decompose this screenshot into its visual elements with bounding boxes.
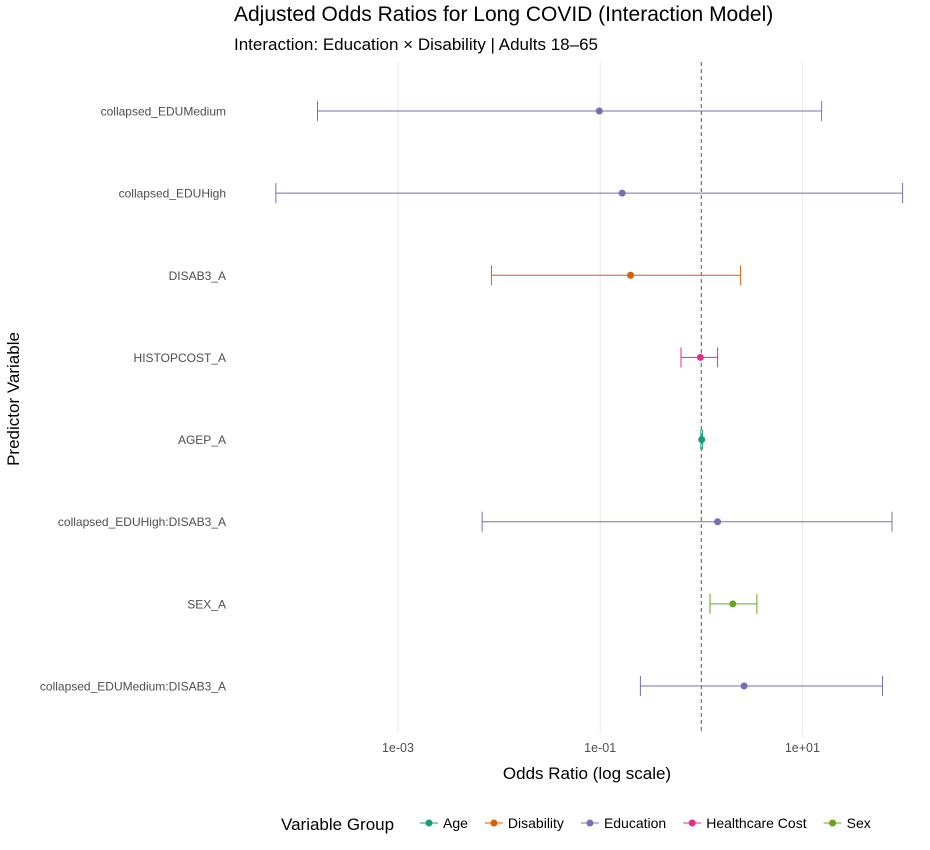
- y-tick-label: collapsed_EDUMedium: [101, 105, 226, 119]
- legend-item: Healthcare Cost: [683, 815, 807, 831]
- legend-key-point: [586, 819, 594, 827]
- y-tick-label: collapsed_EDUHigh: [119, 187, 226, 201]
- legend-key-point: [490, 819, 498, 827]
- point-estimate: [729, 600, 737, 608]
- point-estimate: [698, 436, 706, 444]
- y-tick-labels: collapsed_EDUMedium collapsed_EDUHigh DISA…: [40, 105, 226, 694]
- point-estimate: [627, 271, 635, 279]
- x-tick-label: 1e+01: [785, 741, 820, 755]
- estimate-DISAB3_A: [490, 265, 742, 286]
- legend-label: Education: [604, 815, 666, 831]
- legend-item: Sex: [823, 815, 871, 831]
- legend-title: Variable Group: [281, 815, 394, 834]
- estimate-HISTOPCOST_A: [680, 347, 719, 368]
- y-axis-title: Predictor Variable: [4, 332, 23, 466]
- estimate-collapsed_EDUHigh:DISAB3_A: [481, 511, 893, 532]
- x-tick-label: 1e-01: [584, 741, 616, 755]
- estimate-SEX_A: [709, 593, 758, 614]
- y-tick-label: SEX_A: [187, 597, 226, 611]
- estimate-collapsed_EDUHigh: [275, 183, 904, 204]
- legend-label: Sex: [847, 815, 871, 831]
- legend-item: Age: [420, 815, 468, 831]
- x-tick-labels: 1e-03 1e-01 1e+01: [382, 741, 820, 755]
- legend-item: Disability: [484, 815, 564, 831]
- y-tick-label: collapsed_EDUHigh:DISAB3_A: [58, 515, 226, 529]
- x-axis-title: Odds Ratio (log scale): [503, 764, 671, 783]
- legend-key-point: [829, 819, 837, 827]
- legend: Variable Group Age Disability Education Hea…: [281, 815, 871, 834]
- chart-subtitle: Interaction: Education × Disability | Ad…: [234, 35, 598, 54]
- legend-label: Age: [443, 815, 468, 831]
- point-estimate: [696, 353, 704, 361]
- estimate-collapsed_EDUMedium:DISAB3_A: [639, 676, 883, 696]
- data-layer: [275, 101, 904, 696]
- chart-title: Adjusted Odds Ratios for Long COVID (Int…: [234, 3, 773, 26]
- y-tick-label: HISTOPCOST_A: [134, 351, 226, 365]
- legend-label: Healthcare Cost: [706, 815, 806, 831]
- y-tick-label: DISAB3_A: [169, 269, 226, 283]
- point-estimate: [740, 682, 748, 690]
- legend-label: Disability: [508, 815, 564, 831]
- estimate-AGEP_A: [698, 429, 706, 450]
- point-estimate: [714, 518, 722, 526]
- y-tick-label: collapsed_EDUMedium:DISAB3_A: [40, 680, 226, 694]
- point-estimate: [618, 189, 626, 197]
- x-tick-label: 1e-03: [382, 741, 414, 755]
- y-tick-label: AGEP_A: [178, 433, 226, 447]
- legend-key-point: [425, 819, 433, 827]
- gridlines: [397, 62, 803, 734]
- legend-item: Education: [580, 815, 666, 831]
- legend-key-point: [688, 819, 696, 827]
- estimate-collapsed_EDUMedium: [317, 101, 823, 121]
- point-estimate: [595, 107, 603, 115]
